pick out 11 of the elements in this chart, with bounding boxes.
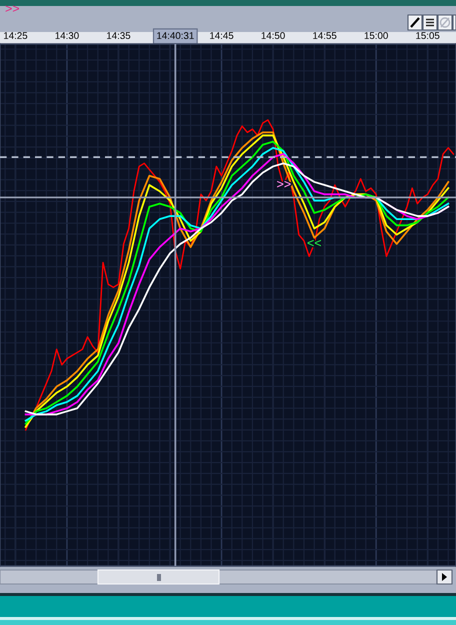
x-tick-label: 15:05 [416, 32, 440, 40]
annotation: >> [277, 180, 291, 188]
x-tick-label: 14:45 [210, 32, 234, 40]
x-tick-label: 14:40:31 [157, 32, 194, 40]
text: >> [6, 5, 19, 12]
x-tick-label: 14:30 [56, 32, 79, 40]
x-tick-label: 14:35 [107, 32, 130, 40]
x-tick-label: 15:00 [364, 32, 388, 40]
x-tick-label: 14:50 [262, 32, 285, 40]
x-tick-label: 14:55 [313, 32, 336, 40]
x-tick-label: 14:25 [4, 32, 28, 40]
